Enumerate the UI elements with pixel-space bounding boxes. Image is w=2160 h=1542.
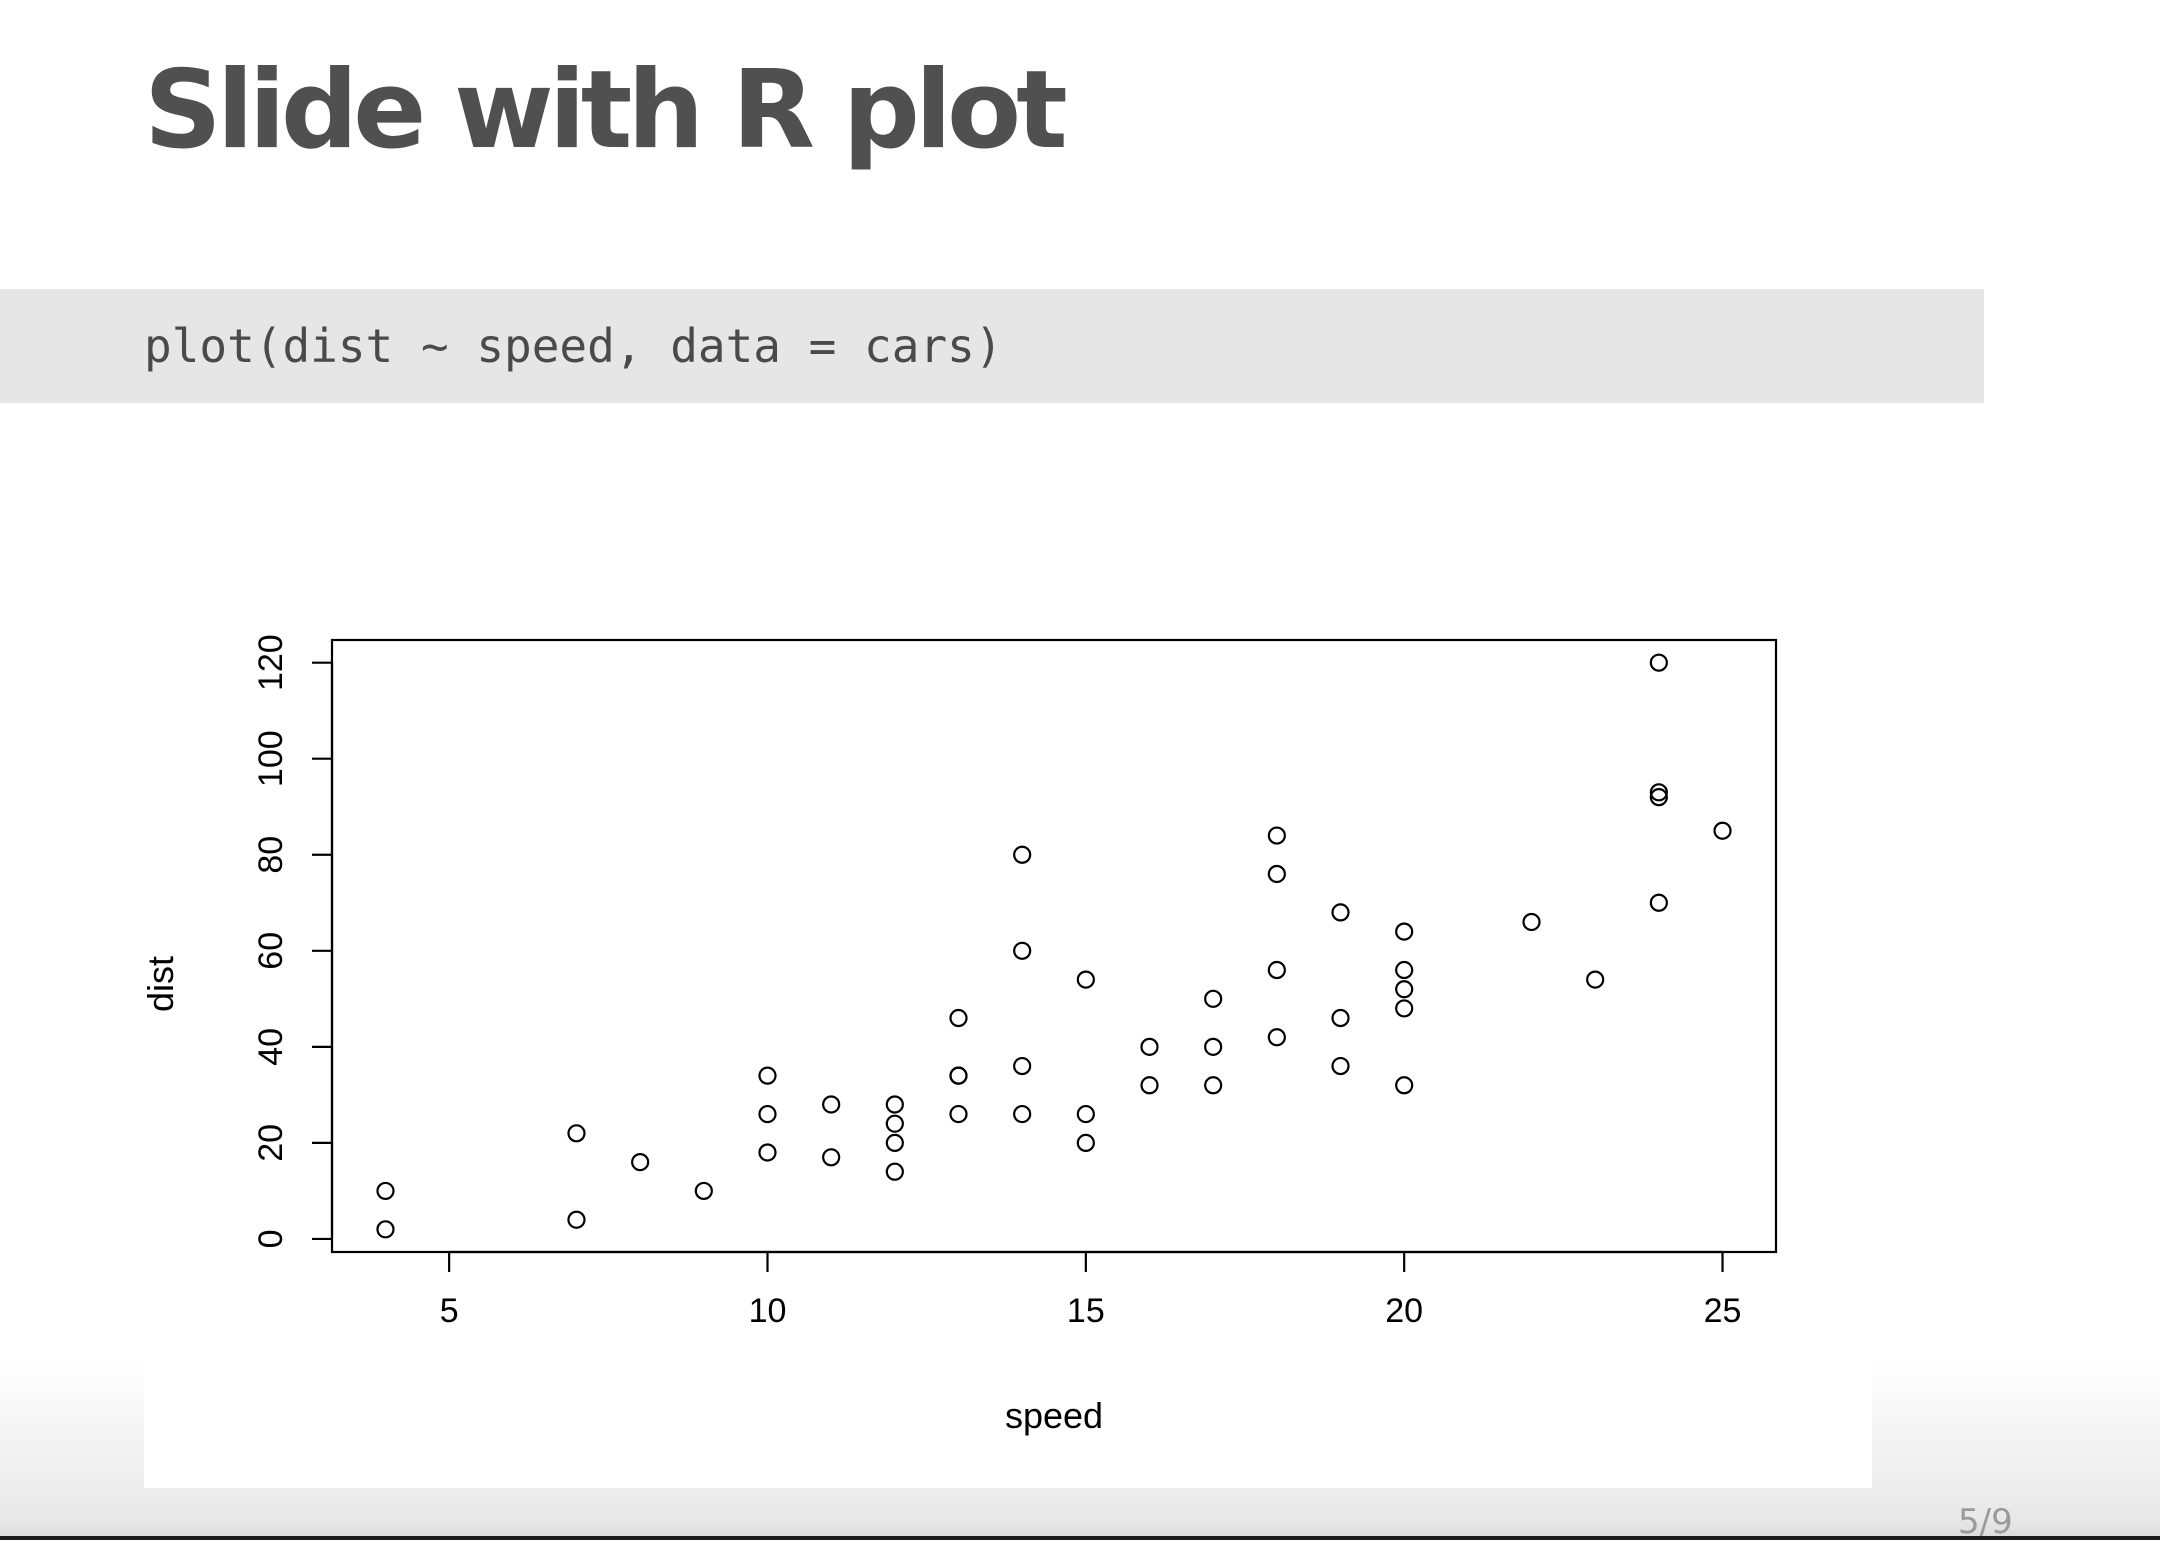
data-point: [1395, 1076, 1414, 1095]
data-point: [1395, 980, 1414, 999]
y-tick-label: 60: [252, 932, 290, 970]
data-point: [631, 1153, 650, 1172]
data-point: [1267, 960, 1286, 980]
x-axis-label: speed: [1005, 1395, 1103, 1436]
data-point: [567, 1210, 586, 1229]
data-point: [758, 1143, 777, 1162]
data-point: [1267, 864, 1286, 884]
data-point: [1331, 1056, 1350, 1076]
data-point: [822, 1095, 841, 1114]
data-point: [1331, 903, 1350, 922]
x-tick-label: 15: [1067, 1292, 1105, 1330]
data-point: [694, 1181, 713, 1201]
code-line: plot(dist ~ speed, data = cars): [144, 319, 1003, 373]
data-point: [1013, 1056, 1032, 1076]
data-point: [1013, 941, 1032, 960]
data-point: [1013, 1104, 1032, 1124]
data-point: [1395, 960, 1414, 980]
y-tick-label: 40: [252, 1028, 290, 1066]
slide-title: Slide with R plot: [144, 48, 1068, 173]
y-tick-label: 120: [252, 634, 290, 691]
bottom-bar: [0, 1536, 2160, 1540]
data-point: [1267, 1028, 1286, 1047]
data-point: [1140, 1076, 1159, 1095]
data-point: [1076, 1133, 1095, 1152]
data-point: [949, 1008, 968, 1028]
data-point: [1331, 1008, 1350, 1028]
x-tick-label: 25: [1704, 1292, 1742, 1330]
data-point: [1649, 788, 1668, 807]
data-point: [949, 1104, 968, 1124]
x-tick-label: 5: [440, 1292, 459, 1330]
data-point: [1649, 893, 1668, 912]
data-point: [567, 1124, 586, 1143]
x-tick-label: 20: [1385, 1292, 1423, 1330]
data-point: [1013, 845, 1032, 864]
plot-image: 5 10 15 20 25 0 20 40 60 80 100 120 speed dist: [144, 560, 1872, 1488]
data-point: [1076, 970, 1095, 989]
data-point: [1649, 783, 1668, 802]
y-tick-label: 80: [252, 836, 290, 874]
y-tick-label: 100: [252, 730, 290, 787]
data-point: [822, 1148, 841, 1167]
x-tick-label: 10: [749, 1292, 787, 1330]
data-point: [949, 1066, 968, 1085]
y-axis-label: dist: [144, 956, 181, 1012]
data-point: [885, 1095, 904, 1114]
data-point: [1204, 989, 1223, 1008]
scatter-plot: 5 10 15 20 25 0 20 40 60 80 100 120 speed dist: [144, 634, 1778, 1436]
data-point: [885, 1114, 904, 1133]
page-number: 5/9: [1958, 1502, 2013, 1542]
data-point: [376, 1220, 395, 1239]
data-point: [1649, 653, 1668, 672]
data-point: [1204, 1076, 1223, 1095]
data-point: [758, 1104, 777, 1124]
data-point: [1076, 1104, 1095, 1124]
data-point: [1586, 970, 1605, 989]
data-point: [1395, 999, 1414, 1018]
data-point: [1713, 821, 1732, 840]
data-point: [758, 1066, 777, 1085]
y-tick-label: 0: [252, 1229, 290, 1248]
data-point: [885, 1162, 904, 1181]
data-point: [885, 1133, 904, 1152]
data-point: [1140, 1037, 1159, 1056]
data-point: [1522, 912, 1541, 932]
data-point: [376, 1181, 395, 1201]
y-tick-label: 20: [252, 1124, 290, 1162]
plot-frame: [330, 638, 1778, 1254]
data-point: [1267, 826, 1286, 845]
data-point: [1395, 922, 1414, 941]
code-block: plot(dist ~ speed, data = cars): [0, 289, 1984, 403]
data-point: [1204, 1037, 1223, 1056]
